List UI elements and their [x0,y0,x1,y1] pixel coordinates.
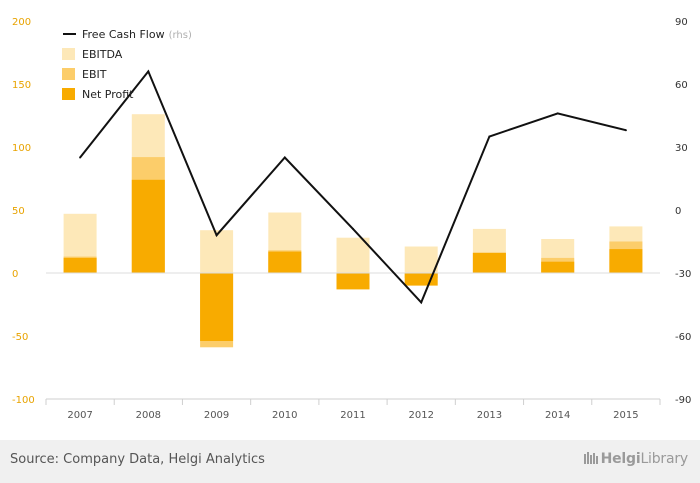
line-point-2011 [352,227,354,230]
legend-label: EBIT [82,68,107,81]
legend-label: EBITDA [82,48,123,61]
legend-label: Net Profit [82,88,134,101]
line-point-2015 [624,129,627,132]
right-tick-label: -90 [675,395,691,406]
legend-label: Free Cash Flow [82,28,165,41]
x-tick-label: 2008 [136,410,161,421]
bar-net-profit-2014 [541,261,575,273]
right-tick-label: 30 [675,143,688,154]
line-series [79,69,627,305]
x-tick-label: 2007 [67,410,92,421]
legend-item: Free Cash Flow (rhs) [63,28,192,41]
line-point-2010 [283,156,286,159]
legend-box-marker [62,68,75,80]
source-note: Source: Company Data, Helgi Analytics [10,452,265,467]
line-point-2012 [420,301,423,304]
left-axis: 200 150 100 50 0 -50 -100 [12,17,35,406]
x-tick-label: 2014 [545,410,570,421]
right-tick-label: 90 [675,17,688,28]
right-tick-label: -60 [675,332,691,343]
bar-net-profit-2007 [63,257,97,273]
legend-box-marker [62,88,75,100]
line-point-2008 [147,70,150,73]
bar-net-profit-2010 [268,251,302,273]
left-tick-label: 50 [12,206,25,217]
legend: Free Cash Flow (rhs) EBITDA EBIT Net Profit [62,28,192,101]
x-tick-label: 2009 [204,410,229,421]
right-axis: 90 60 30 0 -30 -60 -90 [675,17,691,406]
line-point-2007 [79,156,82,159]
legend-item: EBITDA [62,48,123,61]
bar-net-profit-2008 [131,179,165,273]
bar-ebitda-2011 [336,237,370,273]
left-tick-label: -100 [12,395,35,406]
left-tick-label: -50 [12,332,28,343]
bar-net-profit-2011 [336,273,370,290]
library-icon [583,452,598,464]
brand-logo: HelgiLibrary [583,451,688,467]
left-tick-label: 200 [12,17,31,28]
x-tick-label: 2011 [340,410,365,421]
x-tick-label: 2012 [408,410,433,421]
legend-item: EBIT [62,68,107,81]
left-tick-label: 100 [12,143,31,154]
bar-net-profit-2015 [609,249,643,273]
legend-note: (rhs) [169,30,192,41]
bar-net-profit-2013 [472,252,506,273]
left-tick-label: 0 [12,269,18,280]
x-tick-label: 2010 [272,410,297,421]
line-point-2009 [215,234,218,237]
x-tick-label: 2013 [477,410,502,421]
axis-lines [45,272,661,405]
x-tick-label: 2015 [613,410,638,421]
bar-ebitda-2009 [200,230,234,273]
left-tick-label: 150 [12,80,31,91]
brand-name-rest: Library [640,451,688,467]
x-axis: 2007 2008 2009 2010 2011 2012 2013 2014 2015 [67,410,638,421]
line-point-2014 [556,112,559,115]
bar-ebitda-2012 [404,246,438,273]
legend-box-marker [62,48,75,60]
line-point-2013 [488,135,491,138]
right-tick-label: 0 [675,206,681,217]
bar-series [63,114,643,348]
legend-item: Net Profit [62,88,134,101]
bar-net-profit-2009 [200,273,234,341]
footer: Source: Company Data, Helgi Analytics He… [0,440,700,483]
right-tick-label: -30 [675,269,691,280]
right-tick-label: 60 [675,80,688,91]
chart: 200 150 100 50 0 -50 -100 90 60 30 0 -30 -60 -90 200… [12,17,691,421]
brand-name-bold: Helgi [600,451,641,467]
